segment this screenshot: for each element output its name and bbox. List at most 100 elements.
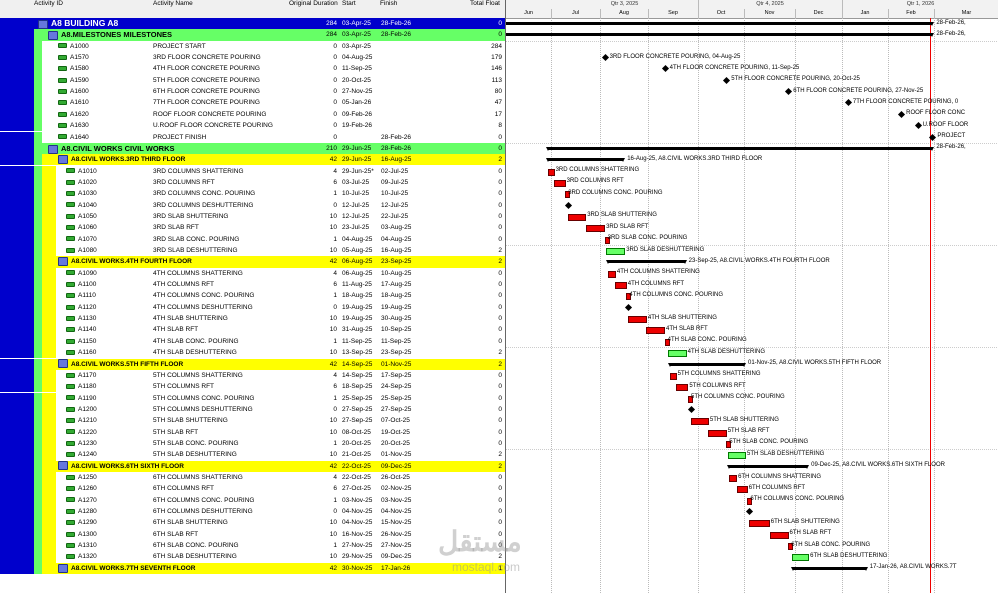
activity-row[interactable]: A1190 5TH COLUMNS CONC. POURING 1 25-Sep-25… [0,392,505,404]
wbs-row[interactable]: A8.CIVIL WORKS.3RD THIRD FLOOR 42 29-Jun-2… [0,154,505,166]
activity-bar[interactable] [736,486,748,494]
milestone-marker[interactable] [624,303,632,311]
activity-row[interactable]: A1180 5TH COLUMNS RFT 6 18-Sep-25 24-Sep-25 0 [0,381,505,393]
col-total-float[interactable]: Total Float [470,0,500,7]
wbs-row[interactable]: A8.CIVIL WORKS.6TH SIXTH FLOOR 42 22-Oct-2… [0,460,505,472]
activity-row[interactable]: A1280 6TH COLUMNS DESHUTTERING 0 04-Nov-25 0… [0,506,505,518]
col-start[interactable]: Start [342,0,356,7]
summary-bar[interactable] [545,146,935,151]
activity-row[interactable]: A1590 5TH FLOOR CONCRETE POURING 0 20-Oct-2… [0,74,505,87]
activity-row[interactable]: A1030 3RD COLUMNS CONC. POURING 1 10-Jul-25… [0,188,505,200]
activity-row[interactable]: A1160 4TH SLAB DESHUTTERING 10 13-Sep-25 23-… [0,347,505,359]
activity-bar[interactable] [554,179,566,187]
activity-row[interactable]: A1110 4TH COLUMNS CONC. POURING 1 18-Aug-25… [0,290,505,302]
activity-bar[interactable] [769,531,789,539]
summary-bar[interactable] [605,260,687,265]
milestone-marker[interactable] [914,122,922,130]
milestone-marker[interactable] [844,99,852,107]
activity-bar[interactable] [585,225,606,233]
milestone-marker[interactable] [661,65,669,73]
activity-bar[interactable] [664,338,670,346]
col-activity-name[interactable]: Activity Name [153,0,193,7]
milestone-marker[interactable] [898,110,906,118]
activity-row[interactable]: A1150 4TH SLAB CONC. POURING 1 11-Sep-25 11-… [0,335,505,348]
activity-row[interactable]: A1640 PROJECT FINISH 0 28-Feb-26 0 [0,131,505,143]
activity-row[interactable]: A1040 3RD COLUMNS DESHUTTERING 0 12-Jul-25 1… [0,199,505,211]
activity-row[interactable]: A1630 U.ROOF FLOOR CONCRETE POURING 0 19-Fe… [0,120,505,132]
summary-bar[interactable] [727,464,810,469]
activity-bar[interactable] [627,316,647,324]
activity-row[interactable]: A1620 ROOF FLOOR CONCRETE POURING 0 09-Feb-… [0,108,505,121]
summary-bar[interactable] [791,566,869,571]
activity-bar[interactable] [668,350,687,358]
milestone-marker[interactable] [746,508,754,516]
wbs-row[interactable]: A8.CIVIL WORKS.4TH FOURTH FLOOR 42 06-Aug-… [0,256,505,268]
activity-bar[interactable] [565,191,571,199]
wbs-row[interactable]: A8.CIVIL WORKS.7TH SEVENTH FLOOR 42 30-Nov… [0,562,505,575]
activity-bar[interactable] [726,440,732,448]
activity-row[interactable]: A1300 6TH SLAB RFT 10 16-Nov-25 26-Nov-25 0 [0,528,505,541]
activity-bar[interactable] [626,293,632,301]
activity-row[interactable]: A1610 7TH FLOOR CONCRETE POURING 0 05-Jan-2… [0,97,505,109]
activity-row[interactable]: A1020 3RD COLUMNS RFT 6 03-Jul-25 09-Jul-25 0 [0,176,505,189]
activity-bar[interactable] [749,520,770,528]
milestone-marker[interactable] [785,88,793,96]
activity-row[interactable]: A1250 6TH COLUMNS SHATTERING 4 22-Oct-25 26-… [0,472,505,484]
summary-bar[interactable] [506,22,935,26]
activity-bar[interactable] [688,395,693,403]
activity-row[interactable]: A1570 3RD FLOOR CONCRETE POURING 0 04-Aug-2… [0,52,505,64]
activity-bar[interactable] [607,270,616,278]
activity-row[interactable]: A1000 PROJECT START 0 03-Apr-25 284 [0,40,505,52]
activity-row[interactable]: A1240 5TH SLAB DESHUTTERING 10 21-Oct-25 01-… [0,449,505,461]
activity-row[interactable]: A1220 5TH SLAB RFT 10 08-Oct-25 19-Oct-25 0 [0,426,505,438]
activity-row[interactable]: A1090 4TH COLUMNS SHATTERING 4 06-Aug-25 10-… [0,267,505,279]
wbs-row[interactable]: A8.MILESTONES MILESTONES 284 03-Apr-25 28-F… [0,29,505,41]
activity-bar[interactable] [729,475,738,482]
activity-bar[interactable] [747,497,753,505]
wbs-row[interactable]: A8.CIVIL WORKS.5TH FIFTH FLOOR 42 14-Sep-2… [0,358,505,370]
activity-row[interactable]: A1060 3RD SLAB RFT 10 23-Jul-25 03-Aug-25 0 [0,222,505,234]
activity-row[interactable]: A1210 5TH SLAB SHUTTERING 10 27-Sep-25 07-Oc… [0,415,505,427]
activity-row[interactable]: A1070 3RD SLAB CONC. POURING 1 04-Aug-25 04-… [0,233,505,245]
col-finish[interactable]: Finish [380,0,398,7]
milestone-marker[interactable] [723,76,731,84]
milestone-marker[interactable] [565,201,573,209]
activity-row[interactable]: A1080 3RD SLAB DESHUTTERING 10 05-Aug-25 16-… [0,245,505,257]
activity-row[interactable]: A1120 4TH COLUMNS DESHUTTERING 0 19-Aug-25 1… [0,301,505,314]
activity-bar[interactable] [669,372,677,380]
wbs-row[interactable]: A8 BUILDING A8 284 03-Apr-25 28-Feb-26 0 [0,18,505,30]
activity-bar[interactable] [615,282,627,290]
activity-bar[interactable] [604,236,610,244]
activity-row[interactable]: A1200 5TH COLUMNS DESHUTTERING 0 27-Sep-25 2… [0,403,505,416]
summary-bar[interactable] [506,33,935,38]
milestone-marker[interactable] [929,133,937,141]
activity-row[interactable]: A1580 4TH FLOOR CONCRETE POURING 0 11-Sep-2… [0,63,505,75]
summary-bar[interactable] [667,362,747,367]
activity-bar[interactable] [727,452,746,460]
activity-row[interactable]: A1230 5TH SLAB CONC. POURING 1 20-Oct-25 20-… [0,437,505,450]
activity-row[interactable]: A1130 4TH SLAB SHUTTERING 10 19-Aug-25 30-Au… [0,313,505,325]
activity-row[interactable]: A1170 5TH COLUMNS SHATTERING 4 14-Sep-25 17-… [0,369,505,382]
activity-bar[interactable] [646,327,665,335]
activity-row[interactable]: A1100 4TH COLUMNS RFT 6 11-Aug-25 17-Aug-25 0 [0,279,505,291]
activity-row[interactable]: A1140 4TH SLAB RFT 10 31-Aug-25 10-Sep-25 0 [0,324,505,336]
activity-bar[interactable] [788,543,794,551]
col-orig-duration[interactable]: Original Duration [289,0,338,7]
wbs-row[interactable]: A8.CIVIL WORKS CIVIL WORKS 210 29-Jun-25 28… [0,142,505,155]
activity-row[interactable]: A1270 6TH COLUMNS CONC. POURING 1 03-Nov-25… [0,494,505,506]
activity-bar[interactable] [676,384,689,392]
activity-bar[interactable] [606,248,626,255]
milestone-marker[interactable] [688,405,696,413]
activity-row[interactable]: A1260 6TH COLUMNS RFT 6 27-Oct-25 02-Nov-25 0 [0,483,505,495]
activity-row[interactable]: A1050 3RD SLAB SHUTTERING 10 12-Jul-25 22-Ju… [0,210,505,223]
activity-bar[interactable] [708,429,727,437]
activity-row[interactable]: A1320 6TH SLAB DESHUTTERING 10 29-Nov-25 09-… [0,551,505,563]
col-activity-id[interactable]: Activity ID [34,0,63,7]
activity-row[interactable]: A1010 3RD COLUMNS SHATTERING 4 29-Jun-25* 02… [0,165,505,177]
activity-row[interactable]: A1310 6TH SLAB CONC. POURING 1 27-Nov-25 27-… [0,540,505,552]
activity-bar[interactable] [791,554,810,562]
summary-bar[interactable] [545,158,626,163]
milestone-marker[interactable] [601,54,609,62]
activity-bar[interactable] [548,168,555,176]
activity-bar[interactable] [568,213,587,221]
